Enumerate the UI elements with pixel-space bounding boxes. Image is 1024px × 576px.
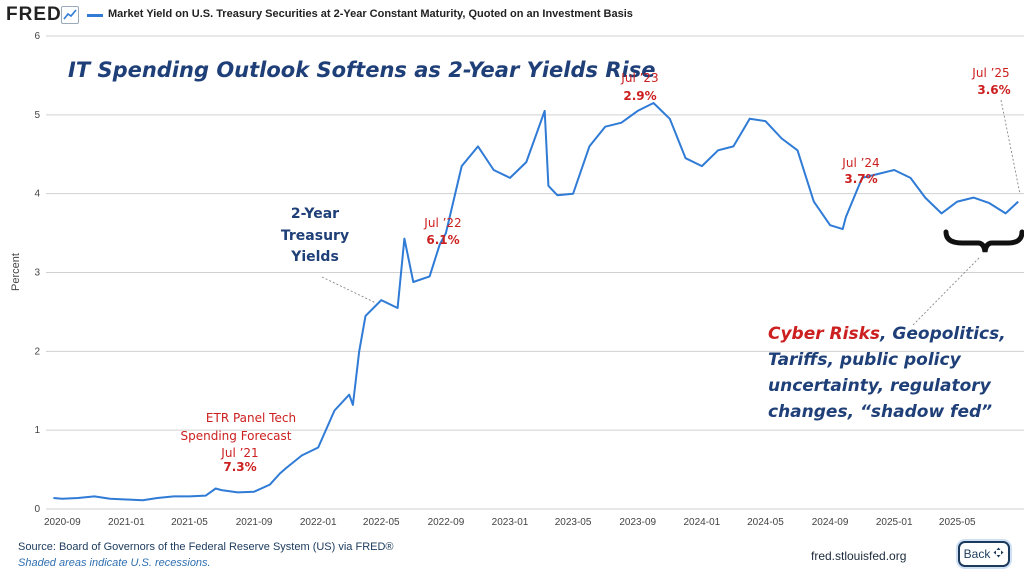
x-tick-label: 2023-05 — [555, 517, 592, 528]
x-tick-label: 2024-09 — [812, 517, 849, 528]
brace-shape — [943, 229, 1024, 253]
annotation-jul24: Jul ’24 3.7% — [841, 156, 879, 186]
jul21-value: 7.3% — [223, 460, 256, 474]
jul23-value: 2.9% — [623, 89, 656, 103]
back-button[interactable]: Back — [958, 541, 1010, 567]
risks-line-4: changes, “shadow fed” — [768, 402, 992, 422]
two-year-pointer — [321, 276, 377, 304]
series-line-0 — [53, 102, 1019, 502]
y-axis-label: Percent — [10, 253, 22, 291]
collapse-arrows-icon — [993, 547, 1004, 561]
site-link[interactable]: fred.stlouisfed.org — [811, 549, 907, 563]
x-tick-label: 2020-09 — [44, 517, 81, 528]
jul23-label: Jul ’23 — [620, 71, 658, 85]
y-tick-label: 3 — [34, 268, 40, 279]
risks-line-1: Cyber Risks, Geopolitics, — [768, 324, 1006, 344]
jul21-line-1: ETR Panel Tech — [206, 411, 296, 425]
x-axis-ticks: 2020-09 2021-01 2021-05 2021-09 2022-01 2022-… — [44, 517, 976, 528]
x-tick-label: 2021-05 — [171, 517, 208, 528]
y-tick-label: 0 — [34, 504, 40, 515]
jul25-value: 3.6% — [977, 83, 1010, 97]
two-year-line-3: Yields — [290, 249, 339, 265]
y-tick-label: 5 — [34, 110, 40, 121]
legend-swatch — [87, 14, 103, 17]
two-year-line-2: Treasury — [281, 228, 349, 244]
y-tick-label: 2 — [34, 346, 40, 357]
risks-line-1-rest: , Geopolitics, — [879, 324, 1006, 344]
x-tick-label: 2023-01 — [492, 517, 529, 528]
jul21-line-2: Spending Forecast — [181, 429, 292, 443]
x-tick-label: 2021-01 — [108, 517, 145, 528]
y-tick-label: 1 — [34, 425, 40, 436]
risks-line-2: Tariffs, public policy — [768, 350, 962, 370]
brace-pointer — [912, 257, 980, 326]
jul22-label: Jul ’22 — [423, 216, 461, 230]
line-chart-icon — [61, 6, 79, 24]
x-tick-label: 2022-09 — [428, 517, 465, 528]
x-tick-label: 2021-09 — [236, 517, 273, 528]
y-tick-label: 4 — [34, 189, 40, 200]
jul24-value: 3.7% — [844, 172, 877, 186]
series-title: Market Yield on U.S. Treasury Securities… — [108, 8, 633, 20]
y-axis-ticks: 0 1 2 3 4 5 6 — [34, 31, 40, 515]
annotation-jul22: Jul ’22 6.1% — [423, 216, 461, 247]
back-button-label: Back — [963, 547, 991, 561]
x-tick-label: 2025-01 — [876, 517, 913, 528]
annotation-jul25: Jul ’25 3.6% — [971, 66, 1010, 97]
x-tick-label: 2024-05 — [747, 517, 784, 528]
x-tick-label: 2025-05 — [939, 517, 976, 528]
jul22-value: 6.1% — [426, 233, 459, 247]
x-tick-label: 2024-01 — [684, 517, 721, 528]
jul25-label: Jul ’25 — [971, 66, 1009, 80]
jul25-pointer — [1000, 99, 1021, 195]
two-year-label: 2-Year Treasury Yields — [281, 206, 349, 265]
recession-note: Shaded areas indicate U.S. recessions. — [18, 557, 211, 569]
jul21-line-3: Jul ’21 — [220, 446, 258, 460]
x-tick-label: 2022-05 — [363, 517, 400, 528]
x-tick-label: 2023-09 — [619, 517, 656, 528]
annotation-jul23: Jul ’23 2.9% — [620, 71, 658, 103]
chart-title: IT Spending Outlook Softens as 2-Year Yi… — [68, 58, 655, 82]
risks-line-3: uncertainty, regulatory — [768, 376, 992, 396]
fred-logo: FRED — [6, 4, 62, 25]
grid — [46, 35, 1024, 510]
source-note: Source: Board of Governors of the Federa… — [18, 541, 394, 553]
jul24-label: Jul ’24 — [841, 156, 879, 170]
cyber-risks-highlight: Cyber Risks — [768, 324, 880, 344]
series-layer — [53, 102, 1019, 502]
annotation-jul21: ETR Panel Tech Spending Forecast Jul ’21… — [181, 411, 297, 474]
two-year-line-1: 2-Year — [291, 206, 339, 222]
y-tick-label: 6 — [34, 31, 40, 42]
x-tick-label: 2022-01 — [300, 517, 337, 528]
risks-note: Cyber Risks, Geopolitics, Tariffs, publi… — [768, 324, 1006, 422]
